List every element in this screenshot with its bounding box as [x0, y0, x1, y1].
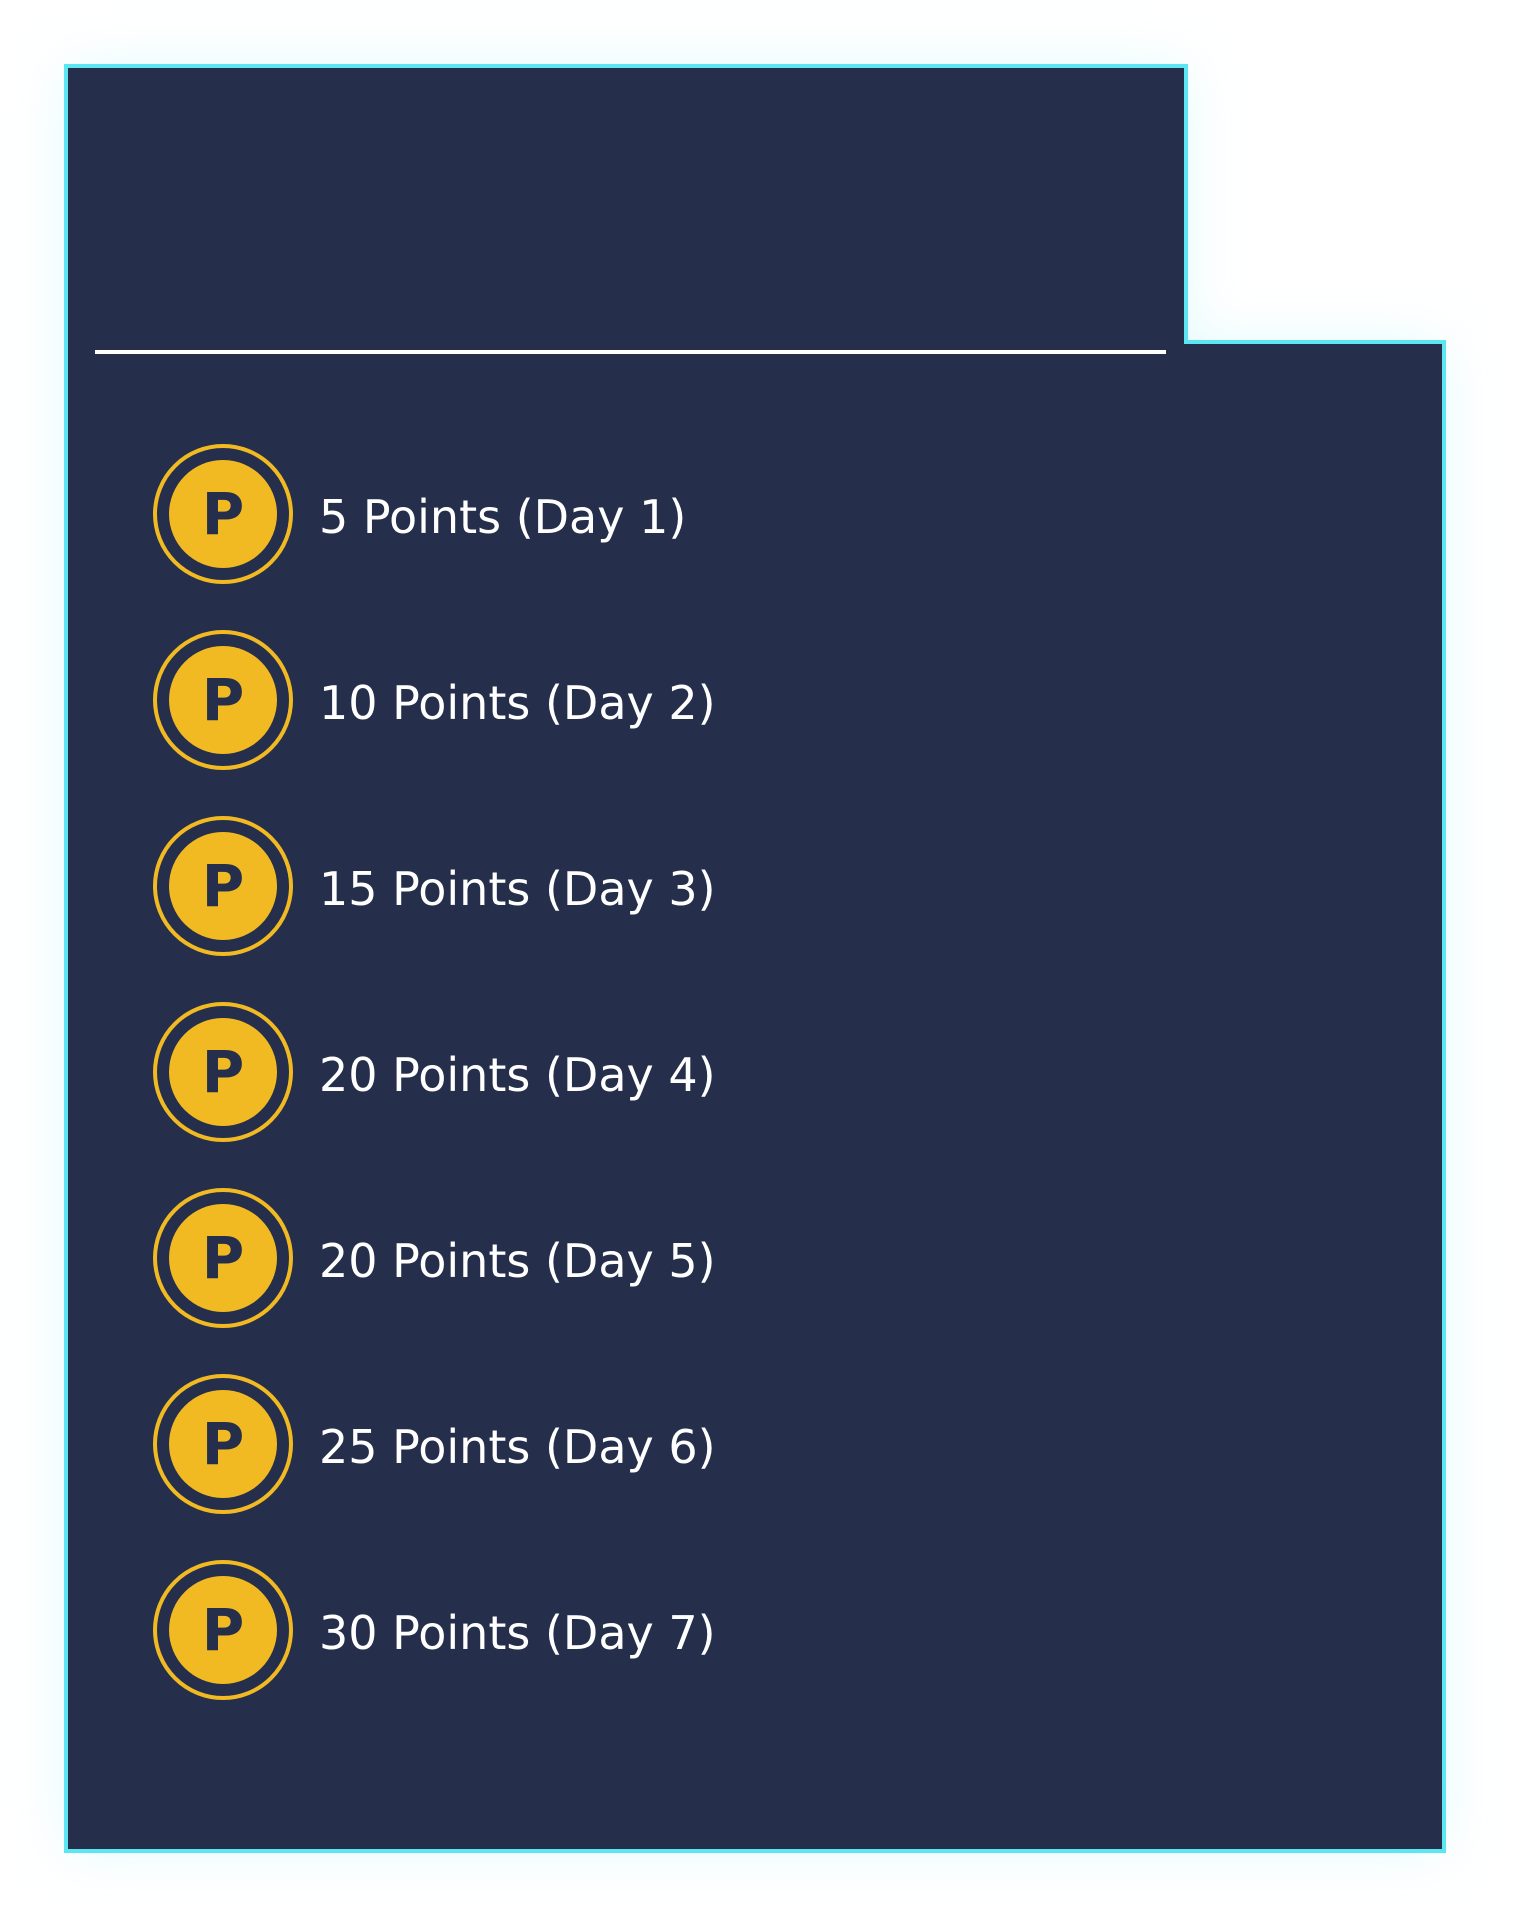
coin-letter: P: [169, 832, 277, 940]
reward-label: 15 Points (Day 3): [319, 862, 716, 916]
coin-letter: P: [169, 646, 277, 754]
reward-label: 30 Points (Day 7): [319, 1606, 716, 1660]
reward-label: 20 Points (Day 5): [319, 1234, 716, 1288]
reward-item-day-3: P 15 Points (Day 3): [153, 816, 1253, 1002]
reward-item-day-7: P 30 Points (Day 7): [153, 1560, 1253, 1746]
reward-item-day-5: P 20 Points (Day 5): [153, 1188, 1253, 1374]
reward-label: 5 Points (Day 1): [319, 490, 687, 544]
points-coin-icon: P: [153, 444, 293, 584]
reward-item-day-6: P 25 Points (Day 6): [153, 1374, 1253, 1560]
points-coin-icon: P: [153, 1560, 293, 1700]
header-divider: [95, 350, 1166, 354]
reward-item-day-2: P 10 Points (Day 2): [153, 630, 1253, 816]
coin-letter: P: [169, 1576, 277, 1684]
coin-letter: P: [169, 460, 277, 568]
points-coin-icon: P: [153, 816, 293, 956]
rewards-list: P 5 Points (Day 1) P 10 Points (Day 2) P…: [153, 444, 1253, 1746]
points-coin-icon: P: [153, 1188, 293, 1328]
panel-shape: [64, 64, 1446, 1853]
points-coin-icon: P: [153, 1374, 293, 1514]
coin-letter: P: [169, 1390, 277, 1498]
points-coin-icon: P: [153, 1002, 293, 1142]
coin-letter: P: [169, 1018, 277, 1126]
reward-item-day-1: P 5 Points (Day 1): [153, 444, 1253, 630]
reward-item-day-4: P 20 Points (Day 4): [153, 1002, 1253, 1188]
reward-label: 20 Points (Day 4): [319, 1048, 716, 1102]
reward-label: 25 Points (Day 6): [319, 1420, 716, 1474]
points-coin-icon: P: [153, 630, 293, 770]
coin-letter: P: [169, 1204, 277, 1312]
reward-label: 10 Points (Day 2): [319, 676, 716, 730]
